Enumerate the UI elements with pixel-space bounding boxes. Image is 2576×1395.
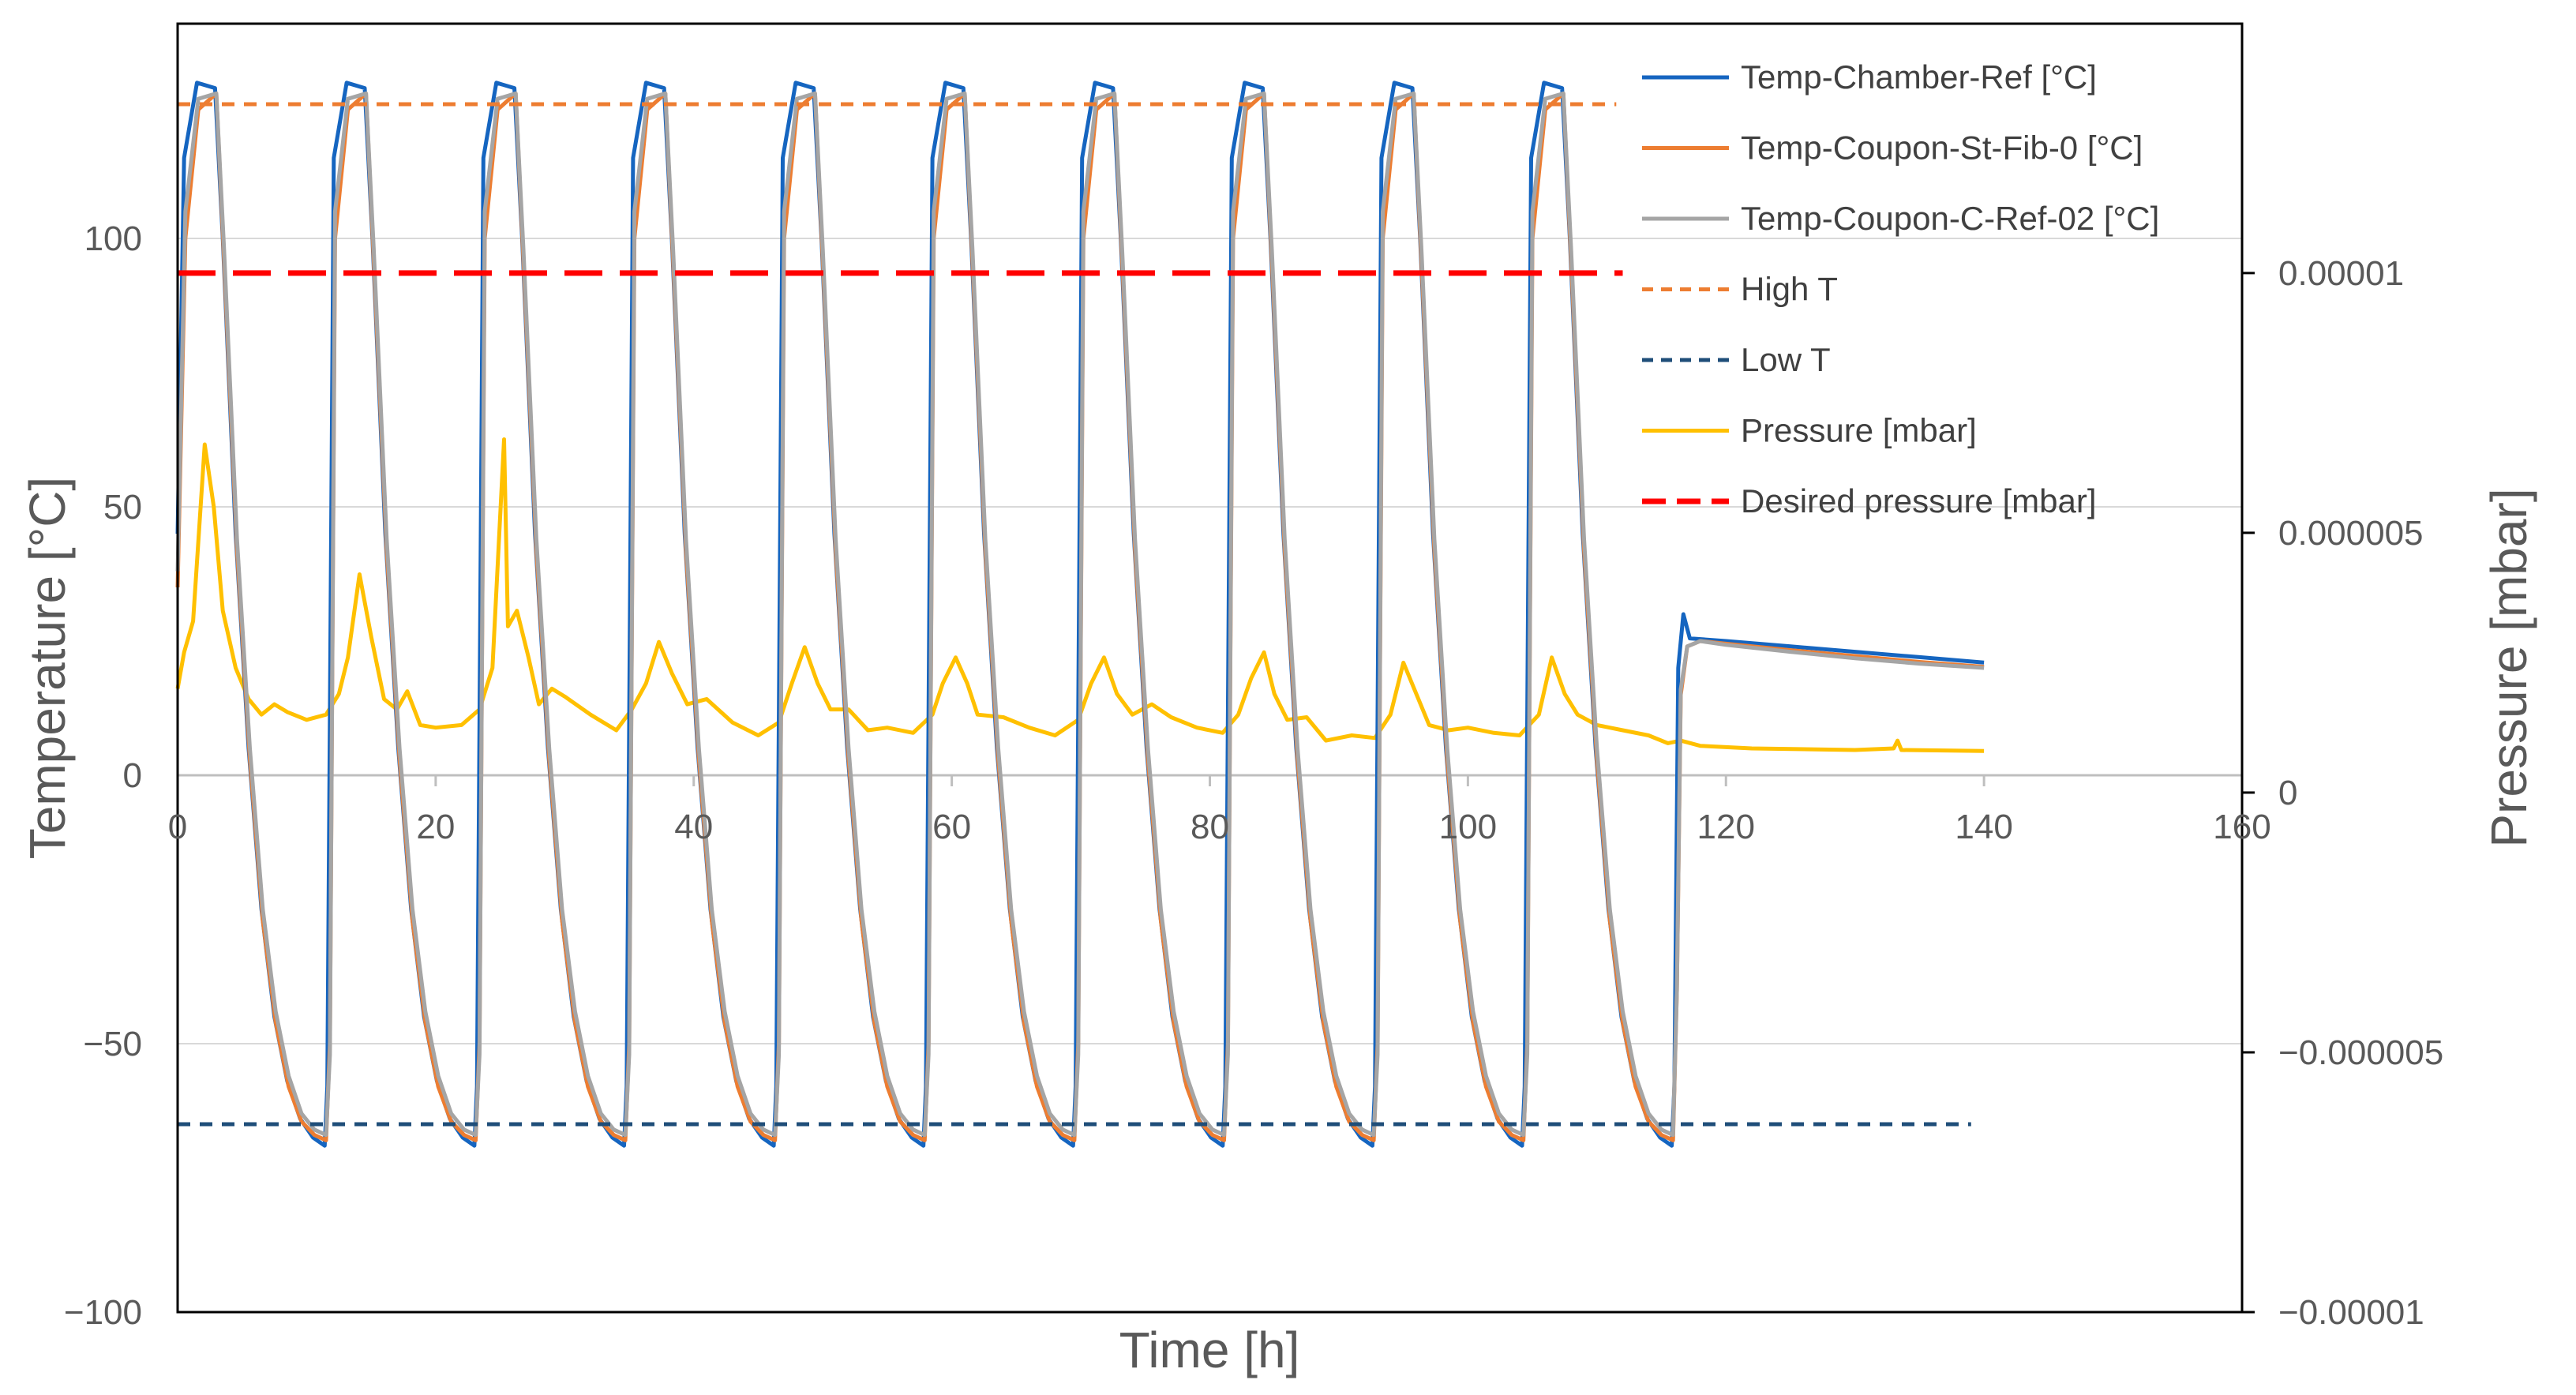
legend-label-2: Temp-Coupon-St-Fib-0 [°C]: [1741, 129, 2143, 167]
legend-label-3: Temp-Coupon-C-Ref-02 [°C]: [1741, 200, 2159, 237]
legend-label-5: Low T: [1741, 341, 1831, 378]
y2-tick-label: 0: [2278, 774, 2297, 812]
legend-label-7: Desired pressure [mbar]: [1741, 482, 2097, 519]
y2-tick-label: 0.00001: [2278, 254, 2404, 293]
x-tick-label: 140: [1955, 808, 2012, 846]
series-line-3: [175, 91, 1985, 1138]
legend-label-4: High T: [1741, 271, 1838, 308]
legend-label-6: Pressure [mbar]: [1741, 412, 1977, 449]
x-axis-title: Time [h]: [1119, 1322, 1300, 1378]
y2-tick-label: −0.000005: [2278, 1033, 2443, 1072]
series-line-6: [175, 437, 1985, 753]
legend-label-1: Temp-Chamber-Ref [°C]: [1741, 58, 2097, 96]
x-tick-label: 40: [674, 808, 713, 846]
series-layer: [175, 81, 1985, 1148]
y2-tick-label: 0.000005: [2278, 514, 2424, 553]
x-tick-label: 80: [1191, 808, 1229, 846]
y-tick-label: −50: [83, 1025, 142, 1063]
x-tick-label: 60: [932, 808, 971, 846]
y-tick-label: 100: [84, 219, 142, 258]
y-tick-label: 0: [123, 756, 142, 795]
x-tick-label: 160: [2213, 808, 2270, 846]
x-tick-label: 0: [168, 808, 187, 846]
y-tick-label: −100: [64, 1293, 142, 1332]
x-tick-label: 20: [416, 808, 455, 846]
y-tick-label: 50: [103, 488, 142, 527]
x-tick-label: 120: [1697, 808, 1755, 846]
gridlines: [176, 238, 2255, 1314]
y-axis-title: Temperature [°C]: [19, 477, 76, 859]
y2-axis-title: Pressure [mbar]: [2480, 488, 2537, 847]
tick-labels: 0 20 40 60 80 100 120 140 160 100 50 0 −50 −100 0.0000…: [64, 219, 2443, 1332]
y2-tick-label: −0.00001: [2278, 1293, 2424, 1332]
legend: Temp-Chamber-Ref [°C] Temp-Coupon-St-Fib-…: [1642, 58, 2159, 519]
plot-area-border: [176, 22, 2244, 1314]
x-tick-label: 100: [1439, 808, 1497, 846]
